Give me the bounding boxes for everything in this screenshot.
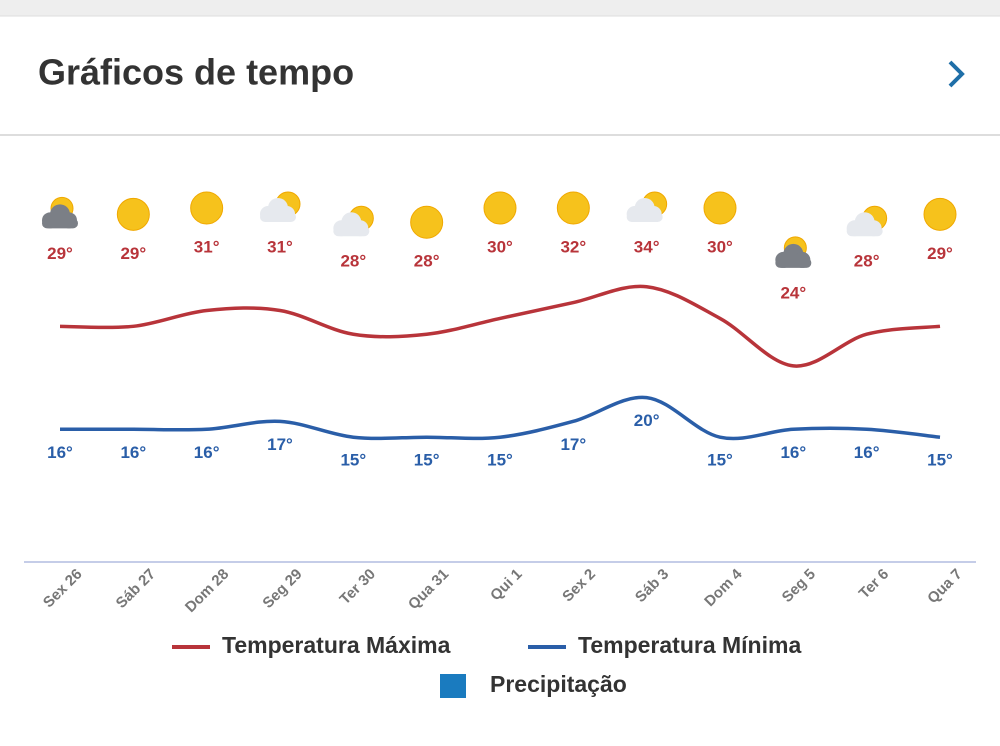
value-label: 34° xyxy=(634,237,660,256)
cloud-part xyxy=(846,226,883,237)
value-label: 28° xyxy=(414,252,440,271)
value-label: 29° xyxy=(120,244,146,263)
cloud-part xyxy=(42,218,78,229)
cloud-icon xyxy=(333,212,370,237)
x-tick-label: Sex 26 xyxy=(40,566,86,612)
value-label: 31° xyxy=(267,237,293,256)
cloud-part xyxy=(260,212,296,222)
legend-swatch xyxy=(440,674,466,698)
cloud-part xyxy=(626,212,663,222)
top-strip xyxy=(0,0,1000,16)
value-label: 28° xyxy=(854,252,880,271)
value-label: 16° xyxy=(854,443,880,462)
legend-label: Precipitação xyxy=(490,671,627,697)
value-label: 31° xyxy=(194,237,220,256)
value-label: 16° xyxy=(120,443,146,462)
value-label: 24° xyxy=(780,283,806,302)
value-label: 16° xyxy=(47,443,73,462)
sun-icon xyxy=(410,205,444,239)
x-tick-label: Ter 6 xyxy=(856,566,893,603)
cloud-icon xyxy=(626,198,663,222)
x-tick-label: Seg 29 xyxy=(259,566,305,612)
x-tick-label: Sáb 27 xyxy=(113,566,159,612)
value-label: 30° xyxy=(707,237,733,256)
x-tick-label: Dom 28 xyxy=(182,566,232,616)
value-label: 29° xyxy=(47,244,73,263)
value-label: 15° xyxy=(927,451,953,470)
x-tick-label: Qua 31 xyxy=(405,566,452,613)
cloud-icon xyxy=(42,204,78,229)
sun-icon xyxy=(703,191,737,225)
value-label: 30° xyxy=(487,237,513,256)
x-tick-label: Sex 2 xyxy=(559,566,599,606)
legend-label: Temperatura Máxima xyxy=(222,632,451,658)
cloud-icon xyxy=(846,212,883,237)
x-tick-label: Qui 1 xyxy=(487,566,526,605)
value-label: 16° xyxy=(194,443,220,462)
value-label: 15° xyxy=(707,451,733,470)
value-label: 20° xyxy=(634,411,660,430)
chevron[interactable] xyxy=(948,60,965,88)
x-tick-label: Qua 7 xyxy=(924,566,965,607)
value-label: 28° xyxy=(340,252,366,271)
sun-icon xyxy=(923,197,957,231)
series-line xyxy=(59,395,941,441)
value-label: 16° xyxy=(780,443,806,462)
cloud-part xyxy=(775,257,812,268)
value-label: 15° xyxy=(487,451,513,470)
header-title: Gráficos de tempo xyxy=(38,52,354,93)
series-line xyxy=(59,284,941,368)
legend-label: Temperatura Mínima xyxy=(578,632,801,658)
value-label: 15° xyxy=(414,451,440,470)
value-label: 32° xyxy=(560,237,586,256)
cloud-icon xyxy=(775,243,812,268)
sun-icon xyxy=(483,191,517,225)
value-label: 29° xyxy=(927,244,953,263)
cloud-icon xyxy=(260,198,296,222)
sun-icon xyxy=(190,191,224,225)
x-tick-label: Ter 30 xyxy=(336,566,378,608)
x-tick-label: Dom 4 xyxy=(701,565,746,610)
value-label: 17° xyxy=(267,435,293,454)
cloud-part xyxy=(333,226,370,237)
value-label: 15° xyxy=(340,451,366,470)
value-label: 17° xyxy=(560,435,586,454)
sun-icon xyxy=(116,197,150,231)
x-tick-label: Seg 5 xyxy=(779,566,819,606)
x-tick-label: Sáb 3 xyxy=(632,566,672,606)
sun-icon xyxy=(556,191,590,225)
